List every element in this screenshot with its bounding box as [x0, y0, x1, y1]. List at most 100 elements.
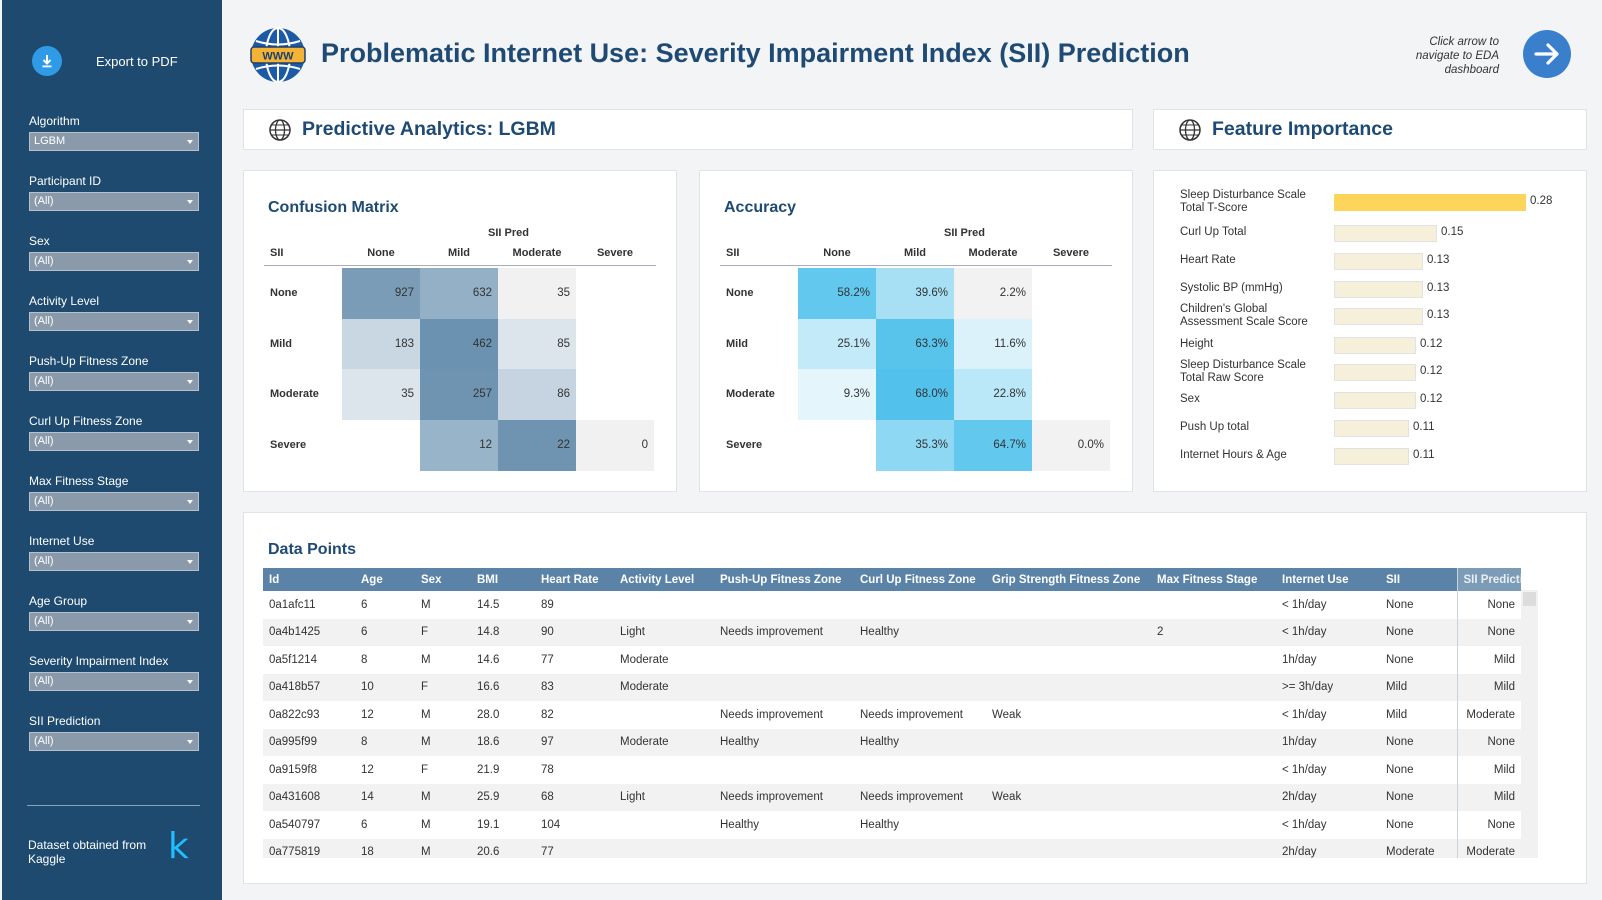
- matrix-cell[interactable]: 2.2%: [954, 268, 1032, 319]
- matrix-cell[interactable]: 58.2%: [798, 268, 876, 319]
- matrix-cell[interactable]: 183: [342, 318, 420, 370]
- matrix-cell[interactable]: [1032, 318, 1110, 370]
- column-header[interactable]: Curl Up Fitness Zone: [854, 568, 986, 591]
- feature-bar[interactable]: [1334, 392, 1416, 409]
- feature-bar[interactable]: [1334, 225, 1437, 242]
- table-row[interactable]: 0a5f1214 8 M 14.6 77 Moderate 1h/day None Mild: [263, 646, 1521, 674]
- kaggle-logo[interactable]: k: [168, 826, 189, 867]
- matrix-cell[interactable]: 63.3%: [876, 318, 954, 370]
- table-cell: [1151, 838, 1276, 858]
- column-header[interactable]: Age: [355, 568, 415, 591]
- table-row[interactable]: 0a1afc11 6 M 14.5 89 < 1h/day None None: [263, 591, 1521, 619]
- feature-bar[interactable]: [1334, 308, 1423, 325]
- column-header[interactable]: SII Prediction: [1456, 568, 1521, 591]
- matrix-cell[interactable]: 25.1%: [798, 318, 876, 370]
- matrix-cell[interactable]: 68.0%: [876, 369, 954, 420]
- filter-dropdown[interactable]: (All): [29, 192, 199, 211]
- filter-dropdown[interactable]: (All): [29, 732, 199, 751]
- filter-dropdown[interactable]: (All): [29, 552, 199, 571]
- filter-dropdown[interactable]: LGBM: [29, 132, 199, 151]
- table-cell: None: [1456, 811, 1521, 839]
- matrix-cell[interactable]: 35: [342, 369, 420, 420]
- column-header[interactable]: Push-Up Fitness Zone: [714, 568, 854, 591]
- scroll-thumb[interactable]: [1523, 592, 1536, 606]
- table-cell: 77: [541, 653, 554, 666]
- column-header[interactable]: Activity Level: [614, 568, 714, 591]
- matrix-cell[interactable]: 22: [498, 419, 576, 471]
- matrix-cell[interactable]: [576, 268, 654, 319]
- column-header[interactable]: Grip Strength Fitness Zone: [986, 568, 1151, 591]
- matrix-cell[interactable]: 35.3%: [876, 419, 954, 471]
- filter-dropdown[interactable]: (All): [29, 252, 199, 271]
- filter-dropdown[interactable]: (All): [29, 372, 199, 391]
- feature-bar[interactable]: [1334, 337, 1416, 354]
- matrix-cell[interactable]: [342, 419, 420, 471]
- column-header[interactable]: SII: [1380, 568, 1457, 591]
- matrix-cell[interactable]: [1032, 369, 1110, 420]
- filter-dropdown[interactable]: (All): [29, 432, 199, 451]
- table-row[interactable]: 0a431608 14 M 25.9 68 Light Needs improvement N…: [263, 783, 1521, 811]
- table-cell: 89: [541, 598, 554, 611]
- feature-bar[interactable]: [1334, 194, 1526, 211]
- matrix-cell[interactable]: 12: [420, 419, 498, 471]
- feature-bar[interactable]: [1334, 448, 1409, 465]
- feature-label: Sleep Disturbance Scale Total Raw Score: [1180, 359, 1306, 384]
- matrix-cell[interactable]: 632: [420, 268, 498, 319]
- feature-value: 0.12: [1420, 365, 1443, 377]
- matrix-cell[interactable]: 927: [342, 268, 420, 319]
- matrix-cell[interactable]: 0.0%: [1032, 419, 1110, 471]
- table-row[interactable]: 0a822c93 12 M 28.0 82 Needs improvement Needs …: [263, 701, 1521, 729]
- column-header[interactable]: BMI: [471, 568, 535, 591]
- www-globe-icon: WWW: [249, 26, 307, 84]
- table-row[interactable]: 0a9159f8 12 F 21.9 78 < 1h/day None Mild: [263, 756, 1521, 784]
- table-row[interactable]: 0a4b1425 6 F 14.8 90 Light Needs improvement He…: [263, 618, 1521, 646]
- matrix-cell[interactable]: 0: [576, 419, 654, 471]
- export-pdf-button[interactable]: Export to PDF: [32, 46, 178, 76]
- column-header[interactable]: Max Fitness Stage: [1151, 568, 1276, 591]
- matrix-cell[interactable]: 22.8%: [954, 369, 1032, 420]
- matrix-cell[interactable]: 86: [498, 369, 576, 420]
- matrix-cell[interactable]: 35: [498, 268, 576, 319]
- column-header[interactable]: Id: [263, 568, 355, 591]
- matrix-cell[interactable]: 257: [420, 369, 498, 420]
- table-cell: < 1h/day: [1282, 818, 1327, 831]
- table-cell: 18.6: [471, 728, 535, 756]
- matrix-cell[interactable]: 64.7%: [954, 419, 1032, 471]
- matrix-cell[interactable]: [576, 318, 654, 370]
- table-cell: Mild: [1456, 783, 1521, 811]
- feature-bar[interactable]: [1334, 420, 1409, 437]
- table-scrollbar[interactable]: [1521, 590, 1538, 858]
- table-cell: >= 3h/day: [1276, 673, 1380, 701]
- matrix-cell[interactable]: [798, 419, 876, 471]
- filter-dropdown[interactable]: (All): [29, 612, 199, 631]
- table-cell: M: [421, 708, 431, 721]
- feature-bar[interactable]: [1334, 253, 1423, 270]
- navigate-eda-button[interactable]: [1523, 30, 1571, 78]
- table-cell: [1151, 811, 1276, 839]
- matrix-cell[interactable]: 9.3%: [798, 369, 876, 420]
- table-cell: [1151, 701, 1276, 729]
- table-cell: Light: [614, 783, 714, 811]
- matrix-cell[interactable]: 462: [420, 318, 498, 370]
- column-header[interactable]: Internet Use: [1276, 568, 1380, 591]
- matrix-cell[interactable]: 39.6%: [876, 268, 954, 319]
- feature-bar[interactable]: [1334, 281, 1423, 298]
- column-header[interactable]: Sex: [415, 568, 471, 591]
- feature-bar[interactable]: [1334, 364, 1416, 381]
- filter-dropdown[interactable]: (All): [29, 312, 199, 331]
- table-row[interactable]: 0a995f99 8 M 18.6 97 Moderate Healthy Healthy 1h…: [263, 728, 1521, 756]
- feature-label: Push Up total: [1180, 421, 1250, 433]
- matrix-cell[interactable]: [1032, 268, 1110, 319]
- matrix-cell[interactable]: [576, 369, 654, 420]
- feature-value: 0.13: [1427, 282, 1450, 294]
- matrix-cell[interactable]: 85: [498, 318, 576, 370]
- matrix-cell[interactable]: 11.6%: [954, 318, 1032, 370]
- column-header[interactable]: Heart Rate: [535, 568, 614, 591]
- header-line: [720, 265, 1112, 266]
- filter-dropdown[interactable]: (All): [29, 492, 199, 511]
- table-row[interactable]: 0a418b57 10 F 16.6 83 Moderate >= 3h/day Mild Mi…: [263, 673, 1521, 701]
- table-row[interactable]: 0a775819 18 M 20.6 77 2h/day Moderate Moderate: [263, 838, 1521, 858]
- filter-dropdown[interactable]: (All): [29, 672, 199, 691]
- table-cell: F: [415, 673, 471, 701]
- table-row[interactable]: 0a540797 6 M 19.1 104 Healthy Healthy < 1h/day N…: [263, 811, 1521, 839]
